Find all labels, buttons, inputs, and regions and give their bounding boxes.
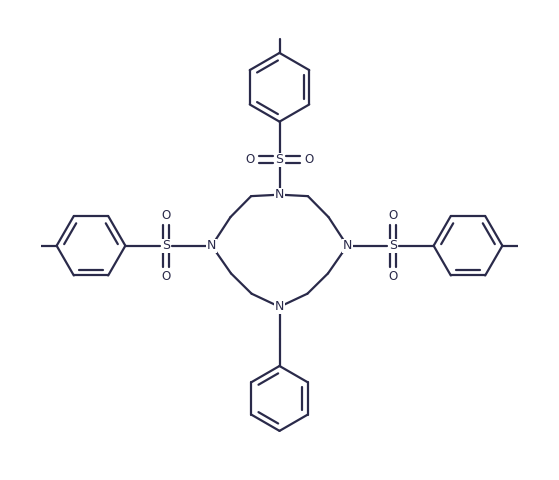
Text: O: O xyxy=(245,153,254,167)
Text: S: S xyxy=(162,239,170,252)
Text: N: N xyxy=(275,188,284,201)
Text: O: O xyxy=(305,153,314,167)
Text: O: O xyxy=(162,209,170,222)
Text: N: N xyxy=(275,300,284,313)
Text: O: O xyxy=(389,270,397,283)
Text: N: N xyxy=(343,239,352,252)
Text: S: S xyxy=(389,239,397,252)
Text: O: O xyxy=(389,209,397,222)
Text: O: O xyxy=(162,270,170,283)
Text: S: S xyxy=(276,153,283,167)
Text: N: N xyxy=(207,239,216,252)
